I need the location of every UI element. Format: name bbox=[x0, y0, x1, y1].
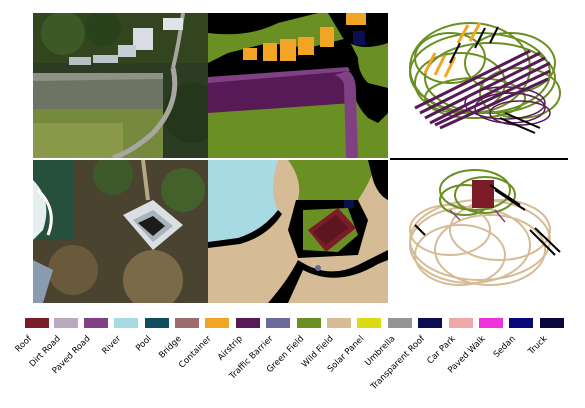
legend-label-truck: Truck bbox=[526, 334, 550, 357]
legend-swatch-car-park bbox=[449, 318, 473, 328]
legend-swatch-solar-panel bbox=[357, 318, 381, 328]
legend-swatch-transparent-roof bbox=[418, 318, 442, 328]
legend-swatch-truck bbox=[540, 318, 564, 328]
legend-label-transparent-roof: Transparent Roof bbox=[369, 334, 428, 392]
legend-label-airstrip: Airstrip bbox=[216, 334, 246, 363]
legend-swatch-green-field bbox=[297, 318, 321, 328]
legend-label-river: River bbox=[100, 334, 124, 357]
pointcloud-render-top bbox=[390, 13, 570, 158]
legend-swatch-traffic-barrier bbox=[266, 318, 290, 328]
aerial-photo-top bbox=[33, 13, 208, 158]
legend-swatch-sedan bbox=[509, 318, 533, 328]
segmentation-map-bottom bbox=[208, 160, 388, 303]
legend-swatch-paved-road bbox=[84, 318, 108, 328]
legend-label-pool: Pool bbox=[134, 334, 155, 354]
legend-label-roof: Roof bbox=[13, 334, 35, 355]
segmentation-map-top bbox=[208, 13, 388, 158]
legend-label-bridge: Bridge bbox=[157, 334, 185, 361]
legend-swatch-airstrip bbox=[236, 318, 260, 328]
legend-swatch-river bbox=[114, 318, 138, 328]
legend-label-sedan: Sedan bbox=[492, 334, 519, 360]
legend-swatch-roof bbox=[25, 318, 49, 328]
legend-swatch-dirt-road bbox=[54, 318, 78, 328]
legend-swatch-bridge bbox=[175, 318, 199, 328]
legend-swatch-umbrella bbox=[388, 318, 412, 328]
aerial-photo-bottom bbox=[33, 160, 208, 303]
legend-swatch-pool bbox=[145, 318, 169, 328]
legend-swatch-wild-field bbox=[327, 318, 351, 328]
legend-swatch-paved-walk bbox=[479, 318, 503, 328]
row-divider bbox=[390, 158, 568, 160]
legend-swatch-container bbox=[205, 318, 229, 328]
pointcloud-render-bottom bbox=[390, 160, 570, 303]
